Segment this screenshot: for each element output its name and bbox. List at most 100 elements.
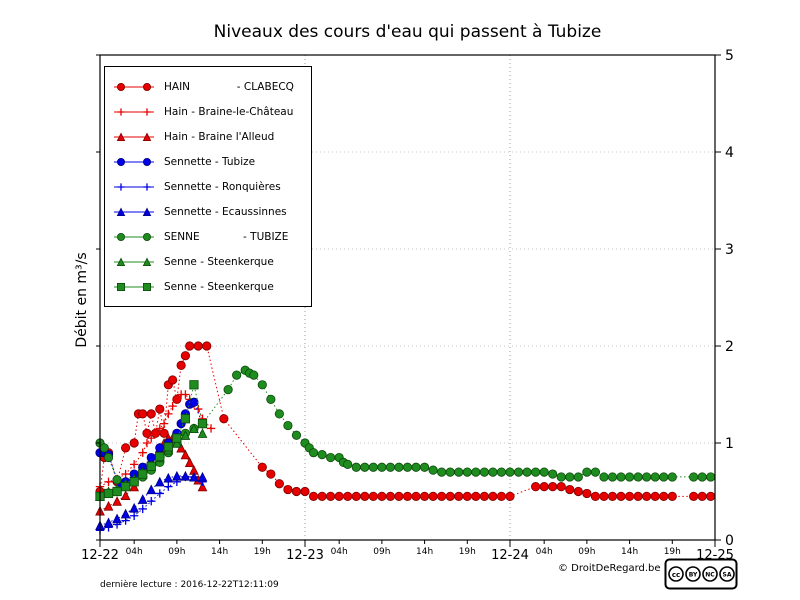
marker-circle	[531, 467, 541, 477]
marker-circle	[143, 157, 152, 166]
marker-circle	[143, 82, 152, 91]
legend-item: SENNE - TUBIZE	[111, 224, 305, 249]
x-minor-label: 09h	[168, 547, 185, 557]
marker-triangle	[154, 476, 165, 487]
marker-circle	[706, 472, 716, 482]
sa-label: SA	[723, 572, 732, 579]
legend-sample	[114, 257, 154, 266]
marker-circle	[471, 467, 481, 477]
marker-circle	[428, 491, 438, 501]
marker-circle	[650, 491, 660, 501]
by-icon	[685, 566, 701, 582]
marker-triangle	[142, 207, 152, 216]
marker-circle	[419, 491, 430, 501]
marker-circle	[539, 467, 549, 477]
marker-circle	[185, 341, 195, 351]
x-minor-label: 14h	[416, 547, 433, 557]
legend-item-label: SENNE - TUBIZE	[164, 230, 289, 243]
marker-circle	[112, 475, 122, 485]
marker-square	[172, 433, 182, 443]
marker-circle	[607, 472, 618, 482]
marker-circle	[573, 472, 583, 482]
marker-circle	[607, 491, 618, 501]
marker-plus	[151, 429, 160, 438]
marker-circle	[437, 467, 447, 477]
last-read-text: dernière lecture : 2016-12-22T12:11:09	[100, 580, 279, 591]
marker-circle	[548, 469, 558, 479]
cc-badge-frame	[664, 558, 738, 590]
marker-circle	[343, 459, 353, 469]
marker-circle	[368, 491, 378, 501]
marker-circle	[471, 491, 481, 501]
marker-triangle	[116, 257, 126, 266]
cc-icon	[668, 566, 684, 582]
marker-circle	[582, 467, 592, 477]
marker-circle	[633, 472, 643, 482]
marker-circle	[624, 491, 635, 501]
marker-triangle	[176, 442, 186, 453]
legend-item: Sennette - Tubize	[111, 149, 305, 174]
marker-plus	[159, 419, 169, 428]
marker-circle	[360, 462, 370, 472]
y-axis-label: Débit en m³/s	[74, 252, 90, 348]
marker-circle	[117, 82, 125, 91]
legend-sample	[114, 182, 154, 191]
x-minor-label: 19h	[254, 547, 271, 557]
marker-circle	[117, 157, 125, 166]
x-minor-label: 09h	[578, 547, 595, 557]
marker-circle	[249, 370, 259, 380]
marker-circle	[419, 462, 430, 472]
marker-triangle	[129, 502, 140, 513]
legend-item-label: Sennette - Ronquières	[164, 180, 281, 193]
marker-circle	[428, 465, 438, 475]
marker-triangle	[197, 471, 208, 482]
legend-item: Sennette - Ronquières	[111, 174, 305, 199]
legend-sample	[114, 232, 154, 241]
y-tick-label: 1	[725, 436, 734, 452]
marker-circle	[599, 491, 609, 501]
marker-circle	[462, 491, 472, 501]
marker-circle	[394, 462, 404, 472]
marker-circle	[257, 462, 267, 472]
marker-square	[138, 469, 148, 479]
marker-plus	[143, 107, 151, 116]
marker-circle	[411, 462, 421, 472]
marker-circle	[283, 420, 293, 431]
marker-triangle	[120, 490, 131, 500]
marker-square	[103, 488, 114, 499]
marker-circle	[326, 452, 336, 463]
marker-triangle	[103, 517, 114, 528]
marker-square	[121, 482, 131, 492]
marker-circle	[522, 467, 532, 477]
legend-item: HAIN - CLABECQ	[111, 74, 305, 99]
marker-triangle	[197, 481, 208, 492]
legend-item-label: Senne - Steenkerque	[164, 280, 274, 293]
marker-circle	[667, 472, 677, 482]
marker-circle	[556, 472, 566, 482]
x-minor-label: 04h	[126, 547, 143, 557]
marker-circle	[274, 479, 284, 489]
marker-circle	[274, 409, 284, 419]
nc-label: NC	[705, 572, 715, 579]
marker-circle	[103, 452, 114, 463]
marker-triangle	[146, 484, 157, 495]
legend-item: Senne - Steenkerque	[111, 274, 305, 299]
marker-triangle	[180, 430, 191, 440]
legend-item-label: HAIN - CLABECQ	[164, 80, 294, 93]
marker-circle	[445, 467, 455, 477]
marker-circle	[146, 409, 156, 419]
x-major-label: 12-23	[286, 548, 324, 563]
marker-circle	[582, 488, 592, 499]
marker-square	[146, 461, 156, 471]
marker-circle	[202, 341, 212, 351]
marker-triangle	[129, 481, 140, 492]
marker-circle	[667, 491, 677, 501]
y-tick-label: 5	[725, 48, 734, 64]
marker-plus	[142, 438, 152, 448]
legend-sample	[114, 157, 154, 166]
x-major-label: 12-24	[491, 548, 529, 563]
x-minor-label: 04h	[331, 547, 348, 557]
marker-circle	[531, 482, 541, 492]
marker-plus	[147, 433, 156, 443]
marker-circle	[565, 472, 575, 482]
